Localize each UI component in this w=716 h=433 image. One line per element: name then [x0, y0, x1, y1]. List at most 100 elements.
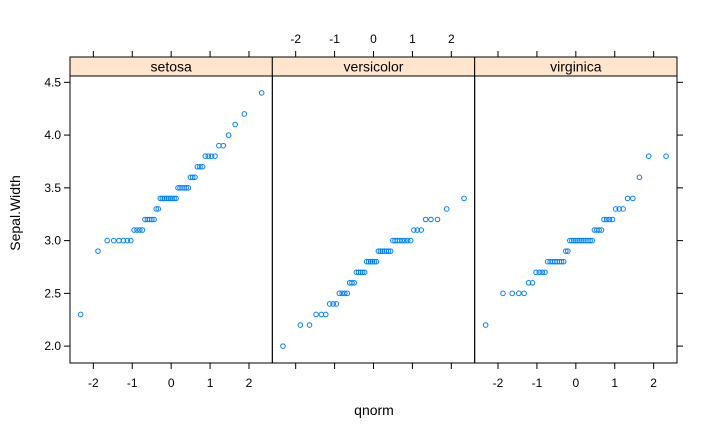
- panel-versicolor: versicolor: [271, 56, 476, 364]
- point-versicolor: [365, 258, 372, 265]
- panel-frame-setosa: [69, 75, 273, 364]
- point-setosa: [163, 195, 170, 202]
- point-versicolor: [375, 248, 382, 254]
- point-setosa: [177, 185, 183, 191]
- strip-label-versicolor: versicolor: [344, 59, 404, 75]
- point-setosa: [189, 174, 196, 181]
- point-virginica: [598, 227, 605, 233]
- point-virginica: [573, 237, 579, 244]
- point-versicolor: [373, 258, 380, 265]
- point-versicolor: [326, 301, 333, 307]
- point-virginica: [616, 206, 622, 212]
- point-setosa: [197, 163, 203, 170]
- x-tick-label-bottom: -2: [493, 376, 504, 390]
- point-setosa: [136, 227, 143, 233]
- point-virginica: [521, 290, 527, 297]
- point-virginica: [587, 237, 593, 244]
- point-setosa: [258, 90, 265, 96]
- point-versicolor: [318, 311, 325, 318]
- point-setosa: [131, 227, 137, 233]
- point-setosa: [194, 163, 201, 170]
- point-virginica: [533, 269, 539, 276]
- y-tick-label: 2.5: [44, 286, 61, 300]
- point-virginica: [630, 195, 636, 202]
- panels: setosa versicolor virginica: [69, 56, 678, 364]
- point-virginica: [529, 280, 536, 286]
- point-virginica: [482, 322, 489, 328]
- point-virginica: [500, 290, 506, 297]
- point-setosa: [95, 248, 101, 254]
- point-versicolor: [357, 269, 364, 276]
- point-virginica: [636, 174, 643, 181]
- point-setosa: [232, 121, 238, 128]
- point-versicolor: [422, 216, 429, 223]
- point-versicolor: [396, 237, 403, 244]
- point-versicolor: [399, 237, 406, 244]
- point-versicolor: [322, 311, 329, 318]
- point-virginica: [589, 237, 596, 244]
- point-versicolor: [411, 227, 417, 233]
- point-versicolor: [359, 269, 366, 276]
- strip-label-setosa: setosa: [151, 59, 192, 75]
- point-virginica: [596, 227, 602, 233]
- point-versicolor: [363, 258, 370, 265]
- point-setosa: [134, 227, 140, 233]
- axes: 2.0 2.5 3.0 3.5 4.0 4.5 -2 -1 0 1 2 -2 -1 0 1 2 -2 -1 0 1 2: [44, 32, 683, 390]
- point-versicolor: [371, 258, 378, 265]
- point-versicolor: [339, 290, 345, 297]
- y-tick-label: 3.0: [44, 234, 61, 248]
- point-setosa: [165, 195, 172, 202]
- point-setosa: [183, 185, 189, 191]
- point-setosa: [171, 195, 177, 202]
- point-versicolor: [351, 280, 358, 286]
- x-tick-label-top: 1: [409, 32, 416, 46]
- panel-frame-versicolor: [271, 75, 476, 364]
- point-versicolor: [385, 248, 392, 254]
- y-tick-label: 3.5: [44, 181, 61, 195]
- point-versicolor: [306, 322, 313, 328]
- point-virginica: [567, 237, 573, 244]
- point-versicolor: [434, 216, 441, 223]
- panel-virginica: virginica: [474, 56, 678, 364]
- point-versicolor: [330, 301, 336, 307]
- point-setosa: [216, 142, 222, 149]
- point-versicolor: [280, 343, 286, 349]
- point-versicolor: [414, 227, 421, 233]
- point-versicolor: [333, 301, 340, 307]
- point-versicolor: [443, 206, 450, 212]
- x-axis-title: qnorm: [354, 402, 394, 418]
- point-virginica: [609, 216, 616, 223]
- point-setosa: [104, 237, 110, 244]
- point-virginica: [562, 248, 569, 254]
- point-virginica: [606, 216, 613, 223]
- point-versicolor: [387, 248, 394, 254]
- point-virginica: [536, 269, 543, 276]
- x-tick-label-bottom: 0: [168, 376, 175, 390]
- point-virginica: [575, 237, 581, 244]
- point-setosa: [205, 153, 212, 159]
- y-tick-label: 2.0: [44, 339, 61, 353]
- point-setosa: [139, 227, 146, 233]
- point-virginica: [542, 269, 548, 276]
- point-setosa: [212, 153, 218, 159]
- point-setosa: [167, 195, 173, 202]
- point-setosa: [169, 195, 175, 202]
- point-virginica: [603, 216, 610, 223]
- point-virginica: [612, 206, 619, 212]
- point-setosa: [128, 237, 134, 244]
- panel-setosa: setosa: [69, 56, 273, 364]
- point-setosa: [77, 311, 84, 318]
- point-setosa: [192, 174, 198, 181]
- point-versicolor: [367, 258, 374, 265]
- point-versicolor: [313, 311, 319, 318]
- point-setosa: [110, 237, 117, 244]
- point-setosa: [208, 153, 215, 159]
- x-tick-label-bottom: -2: [88, 376, 99, 390]
- point-versicolor: [369, 258, 376, 265]
- point-versicolor: [407, 237, 414, 244]
- point-virginica: [571, 237, 577, 244]
- x-tick-label-bottom: -1: [127, 376, 138, 390]
- point-virginica: [509, 290, 516, 297]
- point-setosa: [157, 195, 164, 202]
